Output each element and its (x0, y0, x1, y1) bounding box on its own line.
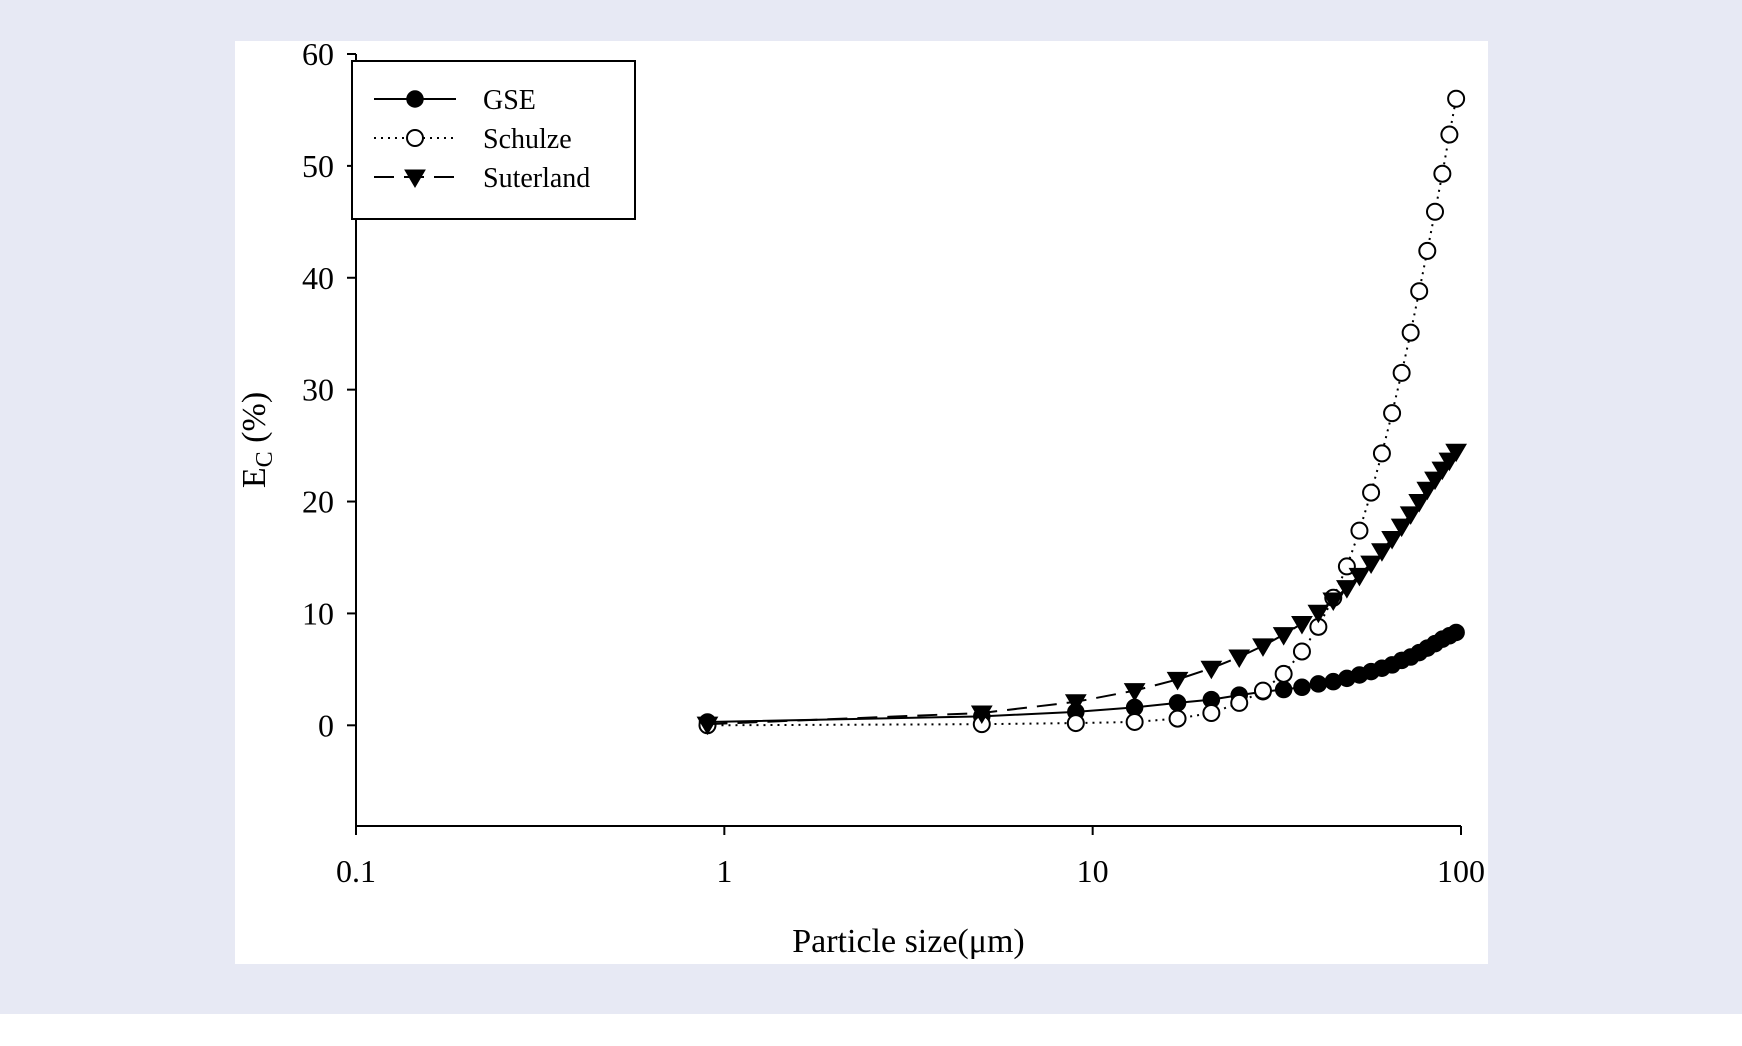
legend-marker-schulze (406, 129, 424, 147)
legend-marker-gse (406, 90, 424, 108)
y-axis-label: EC (%) (236, 392, 278, 488)
series-schulze (698, 89, 1466, 735)
y-tick-label: 50 (302, 148, 334, 184)
legend-items: GSE Schulze Suterland (374, 85, 590, 194)
data-point-schulze (1292, 642, 1311, 661)
data-point-suterland (1445, 443, 1468, 463)
legend-marker-suterland (404, 169, 426, 188)
data-point-suterland (1416, 481, 1439, 501)
data-point-suterland (1371, 543, 1393, 562)
data-point-schulze (1253, 681, 1272, 700)
legend-item-schulze: Schulze (374, 124, 572, 155)
data-point-gse (1274, 680, 1293, 699)
data-point-suterland (970, 705, 993, 724)
y-axis-label-tail: (%) (236, 392, 273, 451)
data-point-schulze (1392, 363, 1411, 382)
legend-item-suterland: Suterland (374, 163, 590, 194)
x-tick-label: 1 (716, 853, 732, 889)
y-tick-label: 60 (302, 41, 334, 72)
data-point-suterland (1322, 592, 1345, 611)
data-point-schulze (1433, 164, 1452, 183)
data-point-schulze (1372, 444, 1391, 463)
data-point-suterland (1381, 530, 1403, 550)
data-point-suterland (1200, 660, 1223, 680)
data-point-schulze (1383, 404, 1402, 423)
y-ticks: 0 10 20 30 40 50 60 (302, 41, 356, 743)
data-point-suterland (1064, 694, 1087, 713)
x-tick-label: 0.1 (336, 853, 376, 889)
data-point-schulze (1350, 521, 1369, 540)
chart-panel: 0 10 20 30 40 50 60 0.1 1 10 100 Particle size(μm… (235, 41, 1488, 964)
y-tick-label: 0 (318, 707, 334, 743)
data-point-schulze (1440, 125, 1459, 144)
legend-item-gse: GSE (374, 85, 536, 116)
data-point-schulze (1168, 709, 1187, 728)
series-line-schulze (707, 98, 1458, 727)
data-point-gse (1168, 694, 1187, 712)
series (696, 89, 1468, 736)
data-point-suterland (1390, 518, 1413, 538)
data-point-suterland (1252, 638, 1274, 657)
y-tick-label: 10 (302, 595, 334, 631)
data-point-schulze (1125, 712, 1144, 731)
x-tick-label: 10 (1077, 853, 1109, 889)
legend: GSE Schulze Suterland (351, 60, 636, 220)
y-tick-label: 30 (302, 372, 334, 408)
data-point-gse (1309, 675, 1328, 693)
y-tick-label: 20 (302, 484, 334, 520)
data-point-schulze (1447, 89, 1466, 108)
data-point-schulze (1066, 714, 1085, 733)
data-point-suterland (1408, 494, 1431, 513)
data-point-schulze (1202, 703, 1221, 722)
data-point-suterland (1166, 671, 1189, 691)
data-point-gse (1293, 678, 1311, 697)
data-point-gse (1447, 623, 1465, 642)
data-point-schulze (1230, 693, 1249, 712)
data-point-suterland (696, 716, 719, 736)
data-point-suterland (1272, 627, 1295, 646)
data-point-suterland (1424, 471, 1446, 491)
data-point-schulze (1274, 664, 1293, 683)
data-point-suterland (1123, 683, 1146, 702)
data-point-schulze (1410, 282, 1429, 301)
data-point-suterland (1399, 506, 1422, 525)
legend-label-gse: GSE (483, 85, 536, 116)
data-point-schulze (1426, 202, 1445, 221)
data-point-schulze (1362, 483, 1381, 502)
data-point-suterland (1307, 604, 1330, 624)
series-gse (698, 623, 1465, 731)
legend-label-schulze: Schulze (483, 124, 572, 155)
data-point-suterland (1228, 649, 1251, 669)
data-point-schulze (1418, 241, 1437, 260)
x-tick-label: 100 (1437, 853, 1485, 889)
page-bottom-strip (0, 1014, 1742, 1046)
x-ticks: 0.1 1 10 100 (336, 826, 1485, 889)
data-point-suterland (1348, 567, 1371, 587)
data-point-suterland (1336, 580, 1358, 599)
data-point-suterland (1360, 555, 1382, 575)
data-point-schulze (1401, 323, 1420, 342)
legend-box (351, 60, 636, 220)
y-axis-label-main: E (236, 467, 273, 488)
y-axis-label-subscript: C (252, 451, 278, 467)
series-suterland (696, 443, 1468, 736)
y-tick-label: 40 (302, 260, 334, 296)
x-axis-label: Particle size(μm) (792, 923, 1025, 960)
chart-svg: 0 10 20 30 40 50 60 0.1 1 10 100 Particle size(μm… (236, 41, 1485, 960)
data-point-suterland (1291, 615, 1313, 635)
legend-label-suterland: Suterland (483, 163, 590, 194)
